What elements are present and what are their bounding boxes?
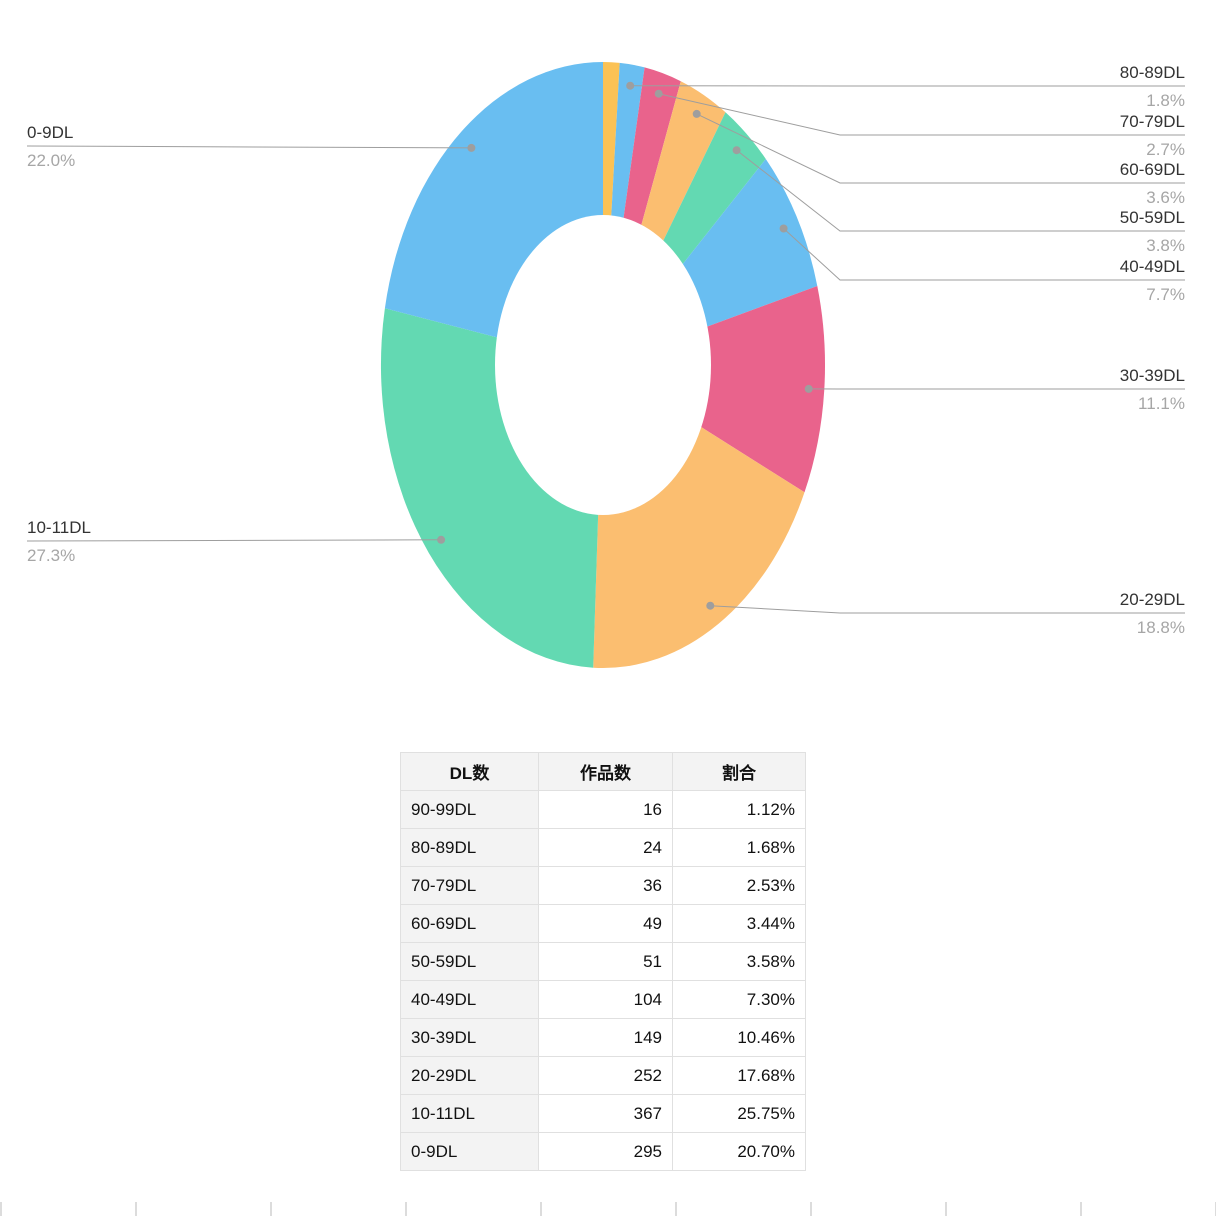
cell-works-count: 24: [538, 828, 673, 867]
table-row: 20-29DL 252 17.68%: [400, 1056, 806, 1095]
cell-share-percent: 1.12%: [672, 790, 806, 829]
bottom-ruler-ticks: [0, 1202, 1216, 1216]
donut-chart: [26, 61, 1185, 668]
table-row: 10-11DL 367 25.75%: [400, 1094, 806, 1133]
dl-table-area: DL数 作品数 割合 90-99DL 16 1.12% 80-89DL 24 1.68% 7…: [400, 752, 806, 1171]
table-row: 0-9DL 295 20.70%: [400, 1132, 806, 1171]
cell-works-count: 104: [538, 980, 673, 1019]
cell-dl-range: 10-11DL: [400, 1094, 539, 1133]
cell-share-percent: 2.53%: [672, 866, 806, 905]
cell-works-count: 51: [538, 942, 673, 981]
cell-works-count: 16: [538, 790, 673, 829]
table-row: 80-89DL 24 1.68%: [400, 828, 806, 867]
donut-hole: [495, 215, 711, 515]
donut-slice-30-39DL[interactable]: [603, 286, 826, 493]
cell-share-percent: 10.46%: [672, 1018, 806, 1057]
cell-share-percent: 7.30%: [672, 980, 806, 1019]
callout-dot-60-69DL: [692, 109, 701, 118]
callout-dot-50-59DL: [732, 146, 741, 155]
col-header-dl: DL数: [400, 752, 539, 791]
table-row: 90-99DL 16 1.12%: [400, 790, 806, 829]
col-header-share: 割合: [672, 752, 806, 791]
callout-line-20-29DL: [710, 605, 1185, 614]
cell-dl-range: 20-29DL: [400, 1056, 539, 1095]
donut-chart-area: 80-89DL 1.8% 70-79DL 2.7% 60-69DL 3.6% 50-59DL…: [26, 61, 1185, 668]
callout-line-10-11DL: [26, 539, 442, 542]
cell-dl-range: 60-69DL: [400, 904, 539, 943]
callout-dot-20-29DL: [706, 601, 715, 610]
cell-dl-range: 80-89DL: [400, 828, 539, 867]
callout-dot-40-49DL: [779, 224, 788, 233]
callout-dot-80-89DL: [626, 81, 635, 90]
cell-dl-range: 40-49DL: [400, 980, 539, 1019]
cell-share-percent: 3.58%: [672, 942, 806, 981]
cell-dl-range: 90-99DL: [400, 790, 539, 829]
callout-line-50-59DL: [736, 149, 1185, 232]
table-body: 90-99DL 16 1.12% 80-89DL 24 1.68% 70-79DL 36 2.5…: [400, 790, 806, 1171]
callout-line-60-69DL: [696, 113, 1185, 184]
table-row: 60-69DL 49 3.44%: [400, 904, 806, 943]
table-head: DL数 作品数 割合: [400, 752, 806, 791]
callout-line-40-49DL: [783, 228, 1185, 281]
cell-share-percent: 25.75%: [672, 1094, 806, 1133]
cell-works-count: 252: [538, 1056, 673, 1095]
cell-dl-range: 70-79DL: [400, 866, 539, 905]
cell-share-percent: 20.70%: [672, 1132, 806, 1171]
callout-dot-70-79DL: [654, 89, 663, 98]
table-row: 70-79DL 36 2.53%: [400, 866, 806, 905]
callout-dot-10-11DL: [437, 535, 446, 544]
cell-works-count: 49: [538, 904, 673, 943]
cell-works-count: 149: [538, 1018, 673, 1057]
cell-dl-range: 0-9DL: [400, 1132, 539, 1171]
table-row: 30-39DL 149 10.46%: [400, 1018, 806, 1057]
callout-line-0-9DL: [26, 145, 472, 149]
col-header-works: 作品数: [538, 752, 673, 791]
header-row: DL数 作品数 割合: [400, 752, 806, 791]
cell-works-count: 295: [538, 1132, 673, 1171]
cell-dl-range: 50-59DL: [400, 942, 539, 981]
table-row: 40-49DL 104 7.30%: [400, 980, 806, 1019]
cell-works-count: 36: [538, 866, 673, 905]
callout-line-70-79DL: [658, 93, 1185, 136]
cell-share-percent: 1.68%: [672, 828, 806, 867]
cell-works-count: 367: [538, 1094, 673, 1133]
cell-dl-range: 30-39DL: [400, 1018, 539, 1057]
callout-dot-30-39DL: [804, 384, 813, 393]
dl-table: DL数 作品数 割合 90-99DL 16 1.12% 80-89DL 24 1.68% 7…: [400, 752, 806, 1171]
cell-share-percent: 17.68%: [672, 1056, 806, 1095]
table-row: 50-59DL 51 3.58%: [400, 942, 806, 981]
callout-dot-0-9DL: [467, 143, 476, 152]
cell-share-percent: 3.44%: [672, 904, 806, 943]
